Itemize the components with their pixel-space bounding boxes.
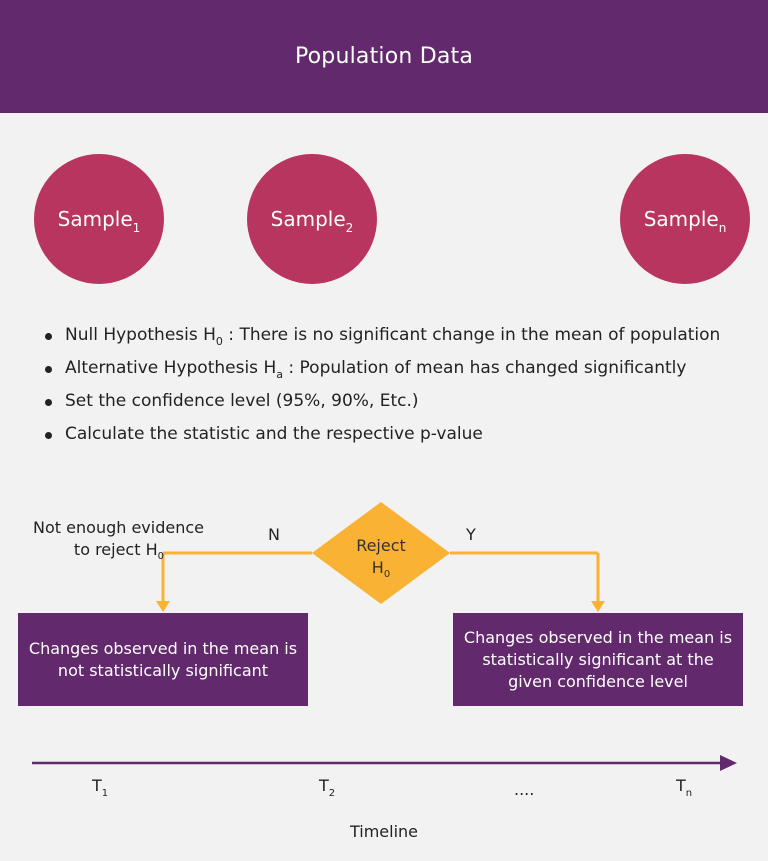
timeline-tick: T2 [319, 776, 336, 799]
sample-label: Sample1 [57, 207, 141, 235]
timeline-tick: T1 [92, 776, 109, 799]
sample-circle-2: Sample2 [247, 154, 377, 284]
timeline-tick: Tn [676, 776, 693, 799]
decision-label: Reject H0 [356, 536, 406, 580]
significant-box: Changes observed in the mean is statisti… [453, 613, 743, 706]
no-branch-arrowhead [156, 601, 170, 612]
list-item: Null Hypothesis H0 : There is no signifi… [44, 322, 720, 355]
sample-label: Samplen [643, 207, 727, 235]
decision-diamond [312, 502, 450, 604]
page-title: Population Data [294, 44, 474, 69]
list-item: Set the confidence level (95%, 90%, Etc.… [44, 388, 720, 421]
hypothesis-steps-list: Null Hypothesis H0 : There is no signifi… [44, 322, 720, 454]
header-banner: Population Data [0, 0, 768, 113]
no-evidence-note: Not enough evidence to reject H0 [33, 518, 204, 562]
sample-label: Sample2 [270, 207, 354, 235]
list-item: Alternative Hypothesis Ha : Population o… [44, 355, 720, 388]
yes-label: Y [466, 525, 476, 544]
sample-circle-1: Sample1 [34, 154, 164, 284]
not-significant-box: Changes observed in the mean is not stat… [18, 613, 308, 706]
yes-branch-arrowhead [591, 601, 605, 612]
no-label: N [268, 525, 280, 544]
timeline-arrowhead [720, 755, 737, 771]
list-item: Calculate the statistic and the respecti… [44, 421, 720, 454]
timeline-tick: .... [514, 780, 535, 799]
sample-circle-n: Samplen [620, 154, 750, 284]
timeline-label: Timeline [349, 822, 419, 841]
